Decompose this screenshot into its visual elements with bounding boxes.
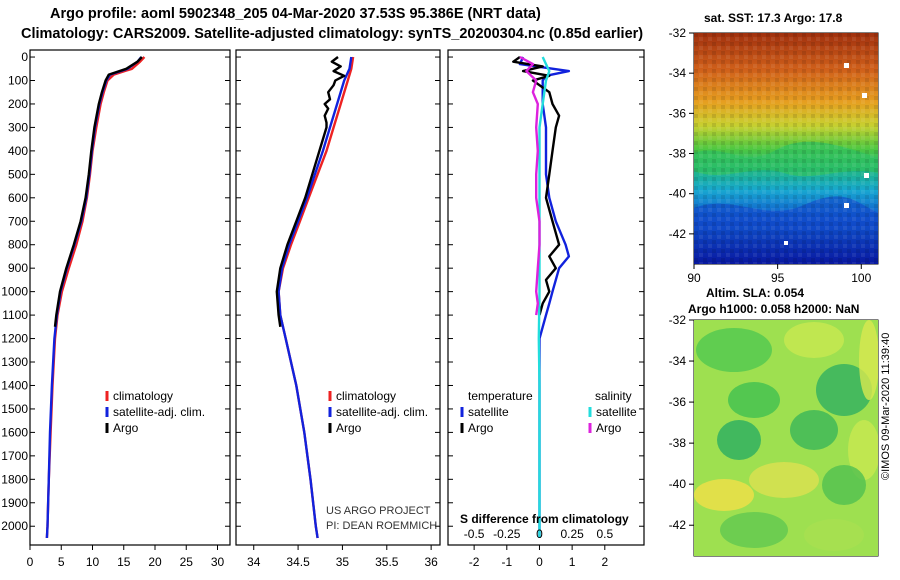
imos-credit-text: ©IMOS 09-Mar-2020 11:39:40 bbox=[880, 332, 892, 480]
legend-label: satellite bbox=[596, 405, 637, 419]
x-tick-label: 0 bbox=[536, 555, 543, 569]
diff-xlabel: S difference from climatology bbox=[460, 512, 629, 526]
y-tick-label: 100 bbox=[8, 73, 28, 87]
y-tick-label: 400 bbox=[8, 144, 28, 158]
sla-map-subtitle: Argo h1000: 0.058 h2000: NaN bbox=[688, 302, 860, 316]
x-tick-label: 35.5 bbox=[375, 555, 399, 569]
sla-y-tick-label: -34 bbox=[669, 354, 687, 368]
y-tick-label: 1700 bbox=[1, 449, 28, 463]
y-tick-label: 1200 bbox=[1, 332, 28, 346]
sst-y-tick-label: -34 bbox=[669, 66, 687, 80]
sst-heatmap bbox=[694, 33, 878, 264]
x-tick-label: 1 bbox=[569, 555, 576, 569]
legend-label: satellite-adj. clim. bbox=[113, 405, 205, 419]
x-tick-label: 0 bbox=[27, 555, 34, 569]
sst-map-title: sat. SST: 17.3 Argo: 17.8 bbox=[704, 11, 843, 25]
y-tick-label: 900 bbox=[8, 261, 28, 275]
series-line bbox=[277, 56, 353, 539]
sst-x-tick-label: 100 bbox=[851, 271, 871, 285]
legend-label: satellite bbox=[468, 405, 509, 419]
sst-y-tick-label: -32 bbox=[669, 26, 687, 40]
series-line bbox=[518, 56, 571, 538]
y-tick-label: 1100 bbox=[2, 308, 28, 322]
y-tick-label: 2000 bbox=[1, 519, 28, 533]
secondary-tick-label: 0.5 bbox=[596, 527, 613, 541]
legend-label: climatology bbox=[336, 389, 396, 403]
sst-y-tick-label: -40 bbox=[669, 187, 687, 201]
series-line bbox=[53, 56, 143, 327]
x-tick-label: 35 bbox=[336, 555, 350, 569]
sst-x-tick-label: 95 bbox=[771, 271, 785, 285]
sla-y-tick-label: -38 bbox=[669, 436, 687, 450]
x-tick-label: -1 bbox=[501, 555, 512, 569]
y-tick-label: 1300 bbox=[1, 355, 28, 369]
x-tick-label: 15 bbox=[117, 555, 131, 569]
title-line-1: Argo profile: aoml 5902348_205 04-Mar-20… bbox=[50, 6, 541, 22]
y-tick-label: 200 bbox=[8, 97, 28, 111]
sla-map-title: Altim. SLA: 0.054 bbox=[706, 286, 805, 300]
series-line bbox=[275, 56, 346, 327]
y-tick-label: 1900 bbox=[1, 496, 28, 510]
x-tick-label: 30 bbox=[211, 555, 225, 569]
secondary-tick-label: 0.25 bbox=[560, 527, 584, 541]
series-line bbox=[519, 55, 541, 316]
y-tick-label: 600 bbox=[8, 191, 28, 205]
sla-y-tick-label: -40 bbox=[669, 477, 687, 491]
sla-y-tick-label: -36 bbox=[669, 395, 687, 409]
sla-heatmap bbox=[694, 320, 880, 556]
legend-label: Argo bbox=[468, 421, 494, 435]
secondary-tick-label: 0 bbox=[536, 527, 543, 541]
series-line bbox=[277, 56, 355, 539]
y-tick-label: 0 bbox=[21, 50, 28, 64]
x-tick-label: 20 bbox=[148, 555, 162, 569]
series-line bbox=[512, 56, 561, 316]
x-tick-label: -2 bbox=[469, 555, 480, 569]
panel-frame bbox=[447, 49, 645, 546]
x-tick-label: 25 bbox=[180, 555, 194, 569]
pi-credit: PI: DEAN ROEMMICH bbox=[326, 520, 438, 532]
x-tick-label: 34 bbox=[247, 555, 261, 569]
y-tick-label: 700 bbox=[8, 214, 28, 228]
secondary-tick-label: -0.5 bbox=[464, 527, 485, 541]
sst-y-tick-label: -38 bbox=[669, 147, 687, 161]
sla-y-tick-label: -32 bbox=[669, 313, 687, 327]
legend-label: satellite-adj. clim. bbox=[336, 405, 428, 419]
x-tick-label: 5 bbox=[58, 555, 65, 569]
sst-y-tick-label: -36 bbox=[669, 106, 687, 120]
legend-heading: salinity bbox=[595, 389, 632, 403]
sst-x-tick-label: 90 bbox=[687, 271, 701, 285]
profile-lines bbox=[45, 55, 788, 539]
axis-labels: 0 5 10 15 20 25 30 34 34.5 35 35.5 36 -2 -1 0 1 20100200… bbox=[1, 26, 871, 569]
legend-label: Argo bbox=[113, 421, 139, 435]
sst-y-tick-label: -42 bbox=[669, 227, 687, 241]
panel-frame bbox=[29, 49, 231, 546]
title-line-2: Climatology: CARS2009. Satellite-adjuste… bbox=[21, 26, 644, 42]
sst-map-image bbox=[694, 33, 878, 264]
x-tick-label: 34.5 bbox=[286, 555, 310, 569]
secondary-tick-label: -0.25 bbox=[493, 527, 521, 541]
legend-heading: temperature bbox=[468, 389, 533, 403]
sla-map-image bbox=[694, 320, 880, 556]
x-tick-label: 36 bbox=[424, 555, 438, 569]
x-tick-label: 2 bbox=[601, 555, 608, 569]
y-tick-label: 1600 bbox=[1, 425, 28, 439]
y-tick-label: 1500 bbox=[1, 402, 28, 416]
x-tick-label: 10 bbox=[86, 555, 100, 569]
y-tick-label: 500 bbox=[8, 167, 28, 181]
legend-label: Argo bbox=[336, 421, 362, 435]
y-tick-label: 1000 bbox=[1, 285, 28, 299]
series-line bbox=[537, 56, 551, 538]
sla-y-tick-label: -42 bbox=[669, 518, 687, 532]
y-tick-label: 300 bbox=[8, 120, 28, 134]
legend-label: Argo bbox=[596, 421, 622, 435]
y-tick-label: 1400 bbox=[1, 378, 28, 392]
legend-label: climatology bbox=[113, 389, 173, 403]
y-tick-label: 800 bbox=[8, 238, 28, 252]
y-tick-label: 1800 bbox=[1, 472, 28, 486]
project-credit: US ARGO PROJECT bbox=[326, 505, 431, 517]
panel-frame bbox=[235, 49, 441, 546]
